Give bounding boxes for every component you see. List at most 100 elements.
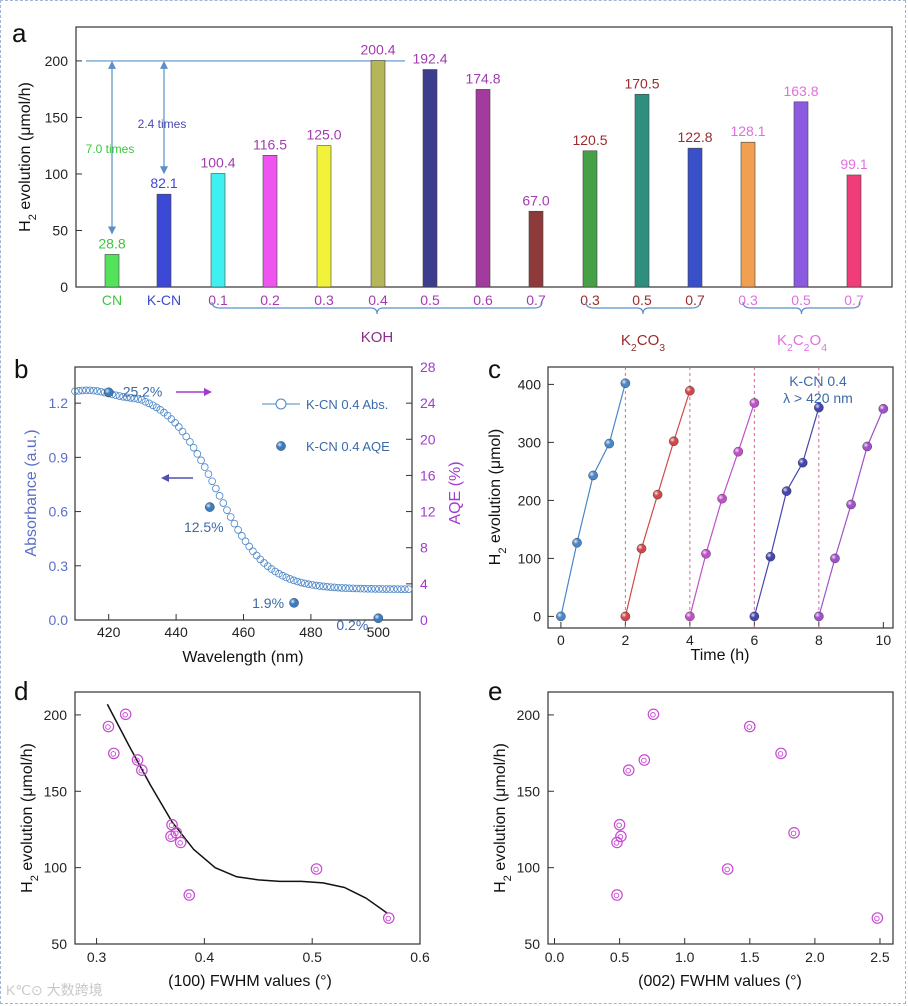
panel-b-ytick-left-label: 0.9 bbox=[49, 449, 69, 465]
panel-a-bracket-k2c2o4 bbox=[742, 301, 861, 315]
panel-a-bar bbox=[316, 145, 332, 288]
panel-d-point-inner bbox=[138, 767, 145, 774]
panel-c-xtick-label: 2 bbox=[621, 632, 629, 648]
panel-a-group-koh: KOH bbox=[361, 329, 394, 346]
panel-d-ytick-label: 150 bbox=[44, 783, 68, 799]
panel-a-bar-value-label: 125.0 bbox=[306, 127, 341, 143]
panel-a-group-k2c2o4-part: 2 bbox=[787, 342, 793, 354]
panel-a-bar-category-label: 0.7 bbox=[526, 292, 546, 308]
panel-b-abs-point bbox=[245, 542, 254, 551]
panel-label-c: c bbox=[488, 354, 501, 384]
panel-b-aqe-point-highlight bbox=[373, 613, 383, 623]
panel-a-bar-value-label: 100.4 bbox=[200, 155, 235, 171]
panel-b-abs-point bbox=[149, 401, 157, 410]
panel-b-abs-point bbox=[71, 387, 79, 396]
panel-c-cycle-point-highlight bbox=[814, 611, 824, 622]
panel-label-a: a bbox=[12, 18, 27, 48]
panel-c-cycle-line bbox=[818, 408, 884, 617]
panel-e-xtick-label: 0.5 bbox=[610, 949, 630, 965]
panel-b-xtick-label: 500 bbox=[367, 624, 391, 640]
panel-e-point bbox=[647, 708, 660, 721]
panel-b-abs-point bbox=[115, 392, 124, 400]
panel-d-point-inner bbox=[168, 822, 175, 828]
panel-a-ytick-label: 0 bbox=[60, 279, 68, 295]
panel-b-ytick-left-label: 0.0 bbox=[49, 612, 69, 628]
panel-b-abs-point bbox=[349, 584, 357, 593]
panel-e-point bbox=[721, 863, 734, 875]
panel-a-group-k2co3: K2CO3 bbox=[621, 332, 665, 354]
panel-d-xlabel: (100) FWHM values (°) bbox=[168, 973, 332, 990]
panel-a-bar bbox=[210, 173, 226, 288]
panel-b-abs-point bbox=[308, 581, 317, 589]
panel-c-cycle-point-highlight bbox=[701, 549, 711, 559]
panel-c-cycle-point-highlight bbox=[620, 378, 630, 388]
panel-b-arrow-left-head bbox=[161, 474, 169, 482]
panel-b-abs-point bbox=[212, 484, 220, 493]
panel-a-bar bbox=[687, 147, 703, 288]
panel-b-abs-point bbox=[378, 585, 387, 593]
panel-b-aqe-label: 1.9% bbox=[252, 595, 284, 611]
panel-e-point-inner bbox=[874, 915, 880, 922]
panel-a-bar-value-label: 120.5 bbox=[572, 132, 607, 148]
panel-a-bar-value-label: 192.4 bbox=[412, 51, 447, 67]
panel-a-group-k2c2o4-part: K bbox=[777, 332, 787, 349]
panel-b-abs-point bbox=[315, 582, 324, 590]
panel-c-cycle-point-highlight bbox=[685, 611, 695, 622]
panel-b-abs-point bbox=[249, 547, 257, 556]
panel-b-abs-point bbox=[241, 537, 250, 546]
panel-b-abs-point bbox=[219, 499, 228, 507]
panel-c-ytick-label: 0 bbox=[533, 608, 541, 624]
panel-a-group-k2c2o4-part: O bbox=[810, 332, 822, 349]
panel-d-point-inner bbox=[122, 712, 128, 718]
panel-b-abs-point bbox=[293, 577, 302, 586]
panel-e-point-inner bbox=[777, 751, 784, 757]
panel-a-bar-category-label: 0.7 bbox=[685, 292, 705, 308]
panel-b-abs-point bbox=[171, 418, 179, 427]
panel-b-ytick-right-label: 28 bbox=[420, 359, 436, 375]
panel-b-legend-open-marker bbox=[275, 398, 287, 410]
panel-b-abs-point bbox=[393, 585, 402, 593]
panel-b-xtick-label: 480 bbox=[299, 624, 323, 640]
panel-c-cycle-point-highlight bbox=[620, 611, 630, 622]
panel-a-ytick-label: 150 bbox=[45, 109, 69, 125]
panel-e-ylabel-part: evolution (μmol/h) bbox=[492, 743, 509, 875]
panel-b-abs-point bbox=[200, 463, 209, 471]
panel-a-group-k2c2o4: K2C2O4 bbox=[777, 332, 827, 354]
panel-c-cycle-point-highlight bbox=[749, 611, 759, 622]
panel-a-bar bbox=[528, 210, 544, 288]
panel-a-bar bbox=[582, 150, 598, 288]
panel-b-abs-point bbox=[208, 477, 216, 486]
panel-a-bar-value-label: 128.1 bbox=[730, 123, 765, 139]
panel-d-point-inner bbox=[186, 892, 192, 899]
panel-b-ytick-left-label: 1.2 bbox=[49, 395, 69, 411]
panel-b-abs-point bbox=[123, 393, 131, 402]
panel-a-arrow-kcn-head-up bbox=[160, 60, 168, 69]
panel-a-ylabel-part: H bbox=[17, 220, 34, 232]
panel-a-bar-category-label: 0.2 bbox=[260, 292, 280, 308]
panel-e-point bbox=[611, 889, 623, 901]
panel-e-point bbox=[788, 827, 800, 839]
panel-b-abs-point bbox=[215, 492, 224, 500]
panel-b-abs-point bbox=[323, 583, 331, 591]
panel-d-fit-curve bbox=[106, 703, 389, 915]
panel-a-bar-category-label: 0.5 bbox=[420, 292, 440, 308]
watermark: K℃⊙ 大数跨境 bbox=[6, 982, 103, 998]
panel-b-abs-point bbox=[330, 583, 339, 592]
panel-a-bar bbox=[370, 60, 386, 288]
panel-b-abs-point bbox=[74, 387, 83, 395]
panel-a-bar-category-label: 0.7 bbox=[844, 292, 864, 308]
panel-b-abs-point bbox=[178, 427, 187, 436]
panel-d-point-inner bbox=[385, 915, 391, 922]
panel-b-abs-point bbox=[86, 386, 94, 395]
panel-d-point bbox=[382, 912, 395, 924]
panel-e-point-inner bbox=[613, 840, 620, 846]
panel-c-cycle-point-highlight bbox=[636, 543, 647, 554]
panel-e-point-inner bbox=[613, 892, 620, 899]
panel-b-abs-point bbox=[386, 585, 394, 593]
panel-c-cycle-line bbox=[624, 390, 691, 617]
panel-e-xlabel: (002) FWHM values (°) bbox=[638, 973, 802, 990]
panel-b-abs-point bbox=[141, 397, 150, 406]
panel-c-cycle-point-highlight bbox=[814, 403, 824, 413]
panel-b-legend-ball-highlight bbox=[276, 441, 286, 451]
